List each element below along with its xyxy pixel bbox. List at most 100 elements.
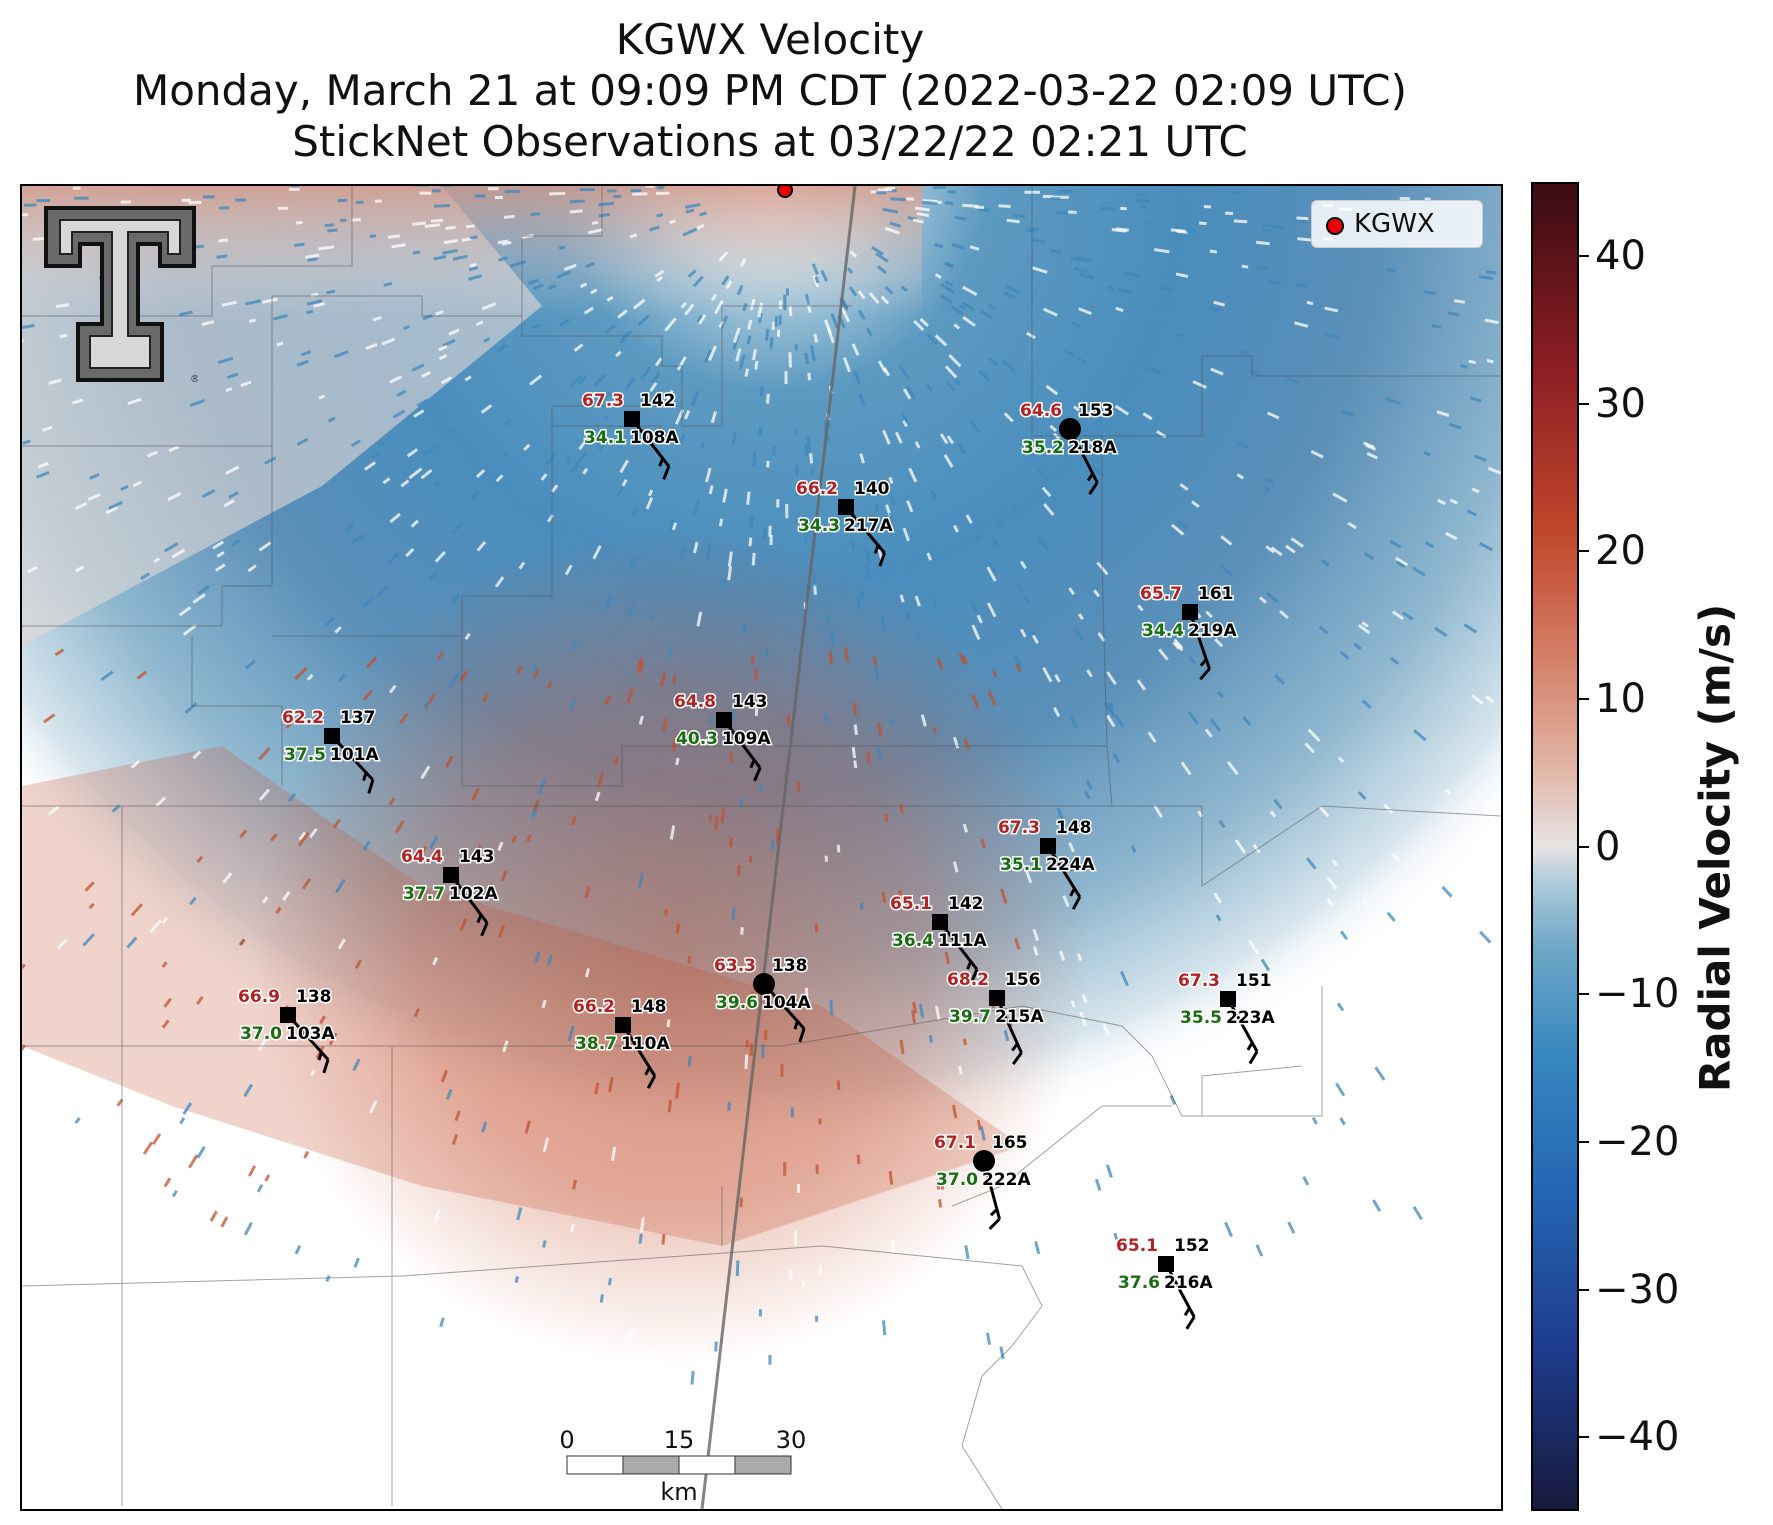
velocity-bin [1285, 544, 1296, 554]
station-id: 103A [286, 1024, 335, 1044]
velocity-bin [603, 413, 610, 421]
velocity-bin [899, 804, 904, 814]
radar-map[interactable]: 67.3 142 34.1 108A 64.6 153 35.2 218A 66.2 140 34.… [20, 184, 1503, 1511]
station-wind-direction: 137 [340, 708, 376, 728]
velocity-bin [1265, 591, 1279, 604]
velocity-bin [1203, 205, 1211, 209]
velocity-bin [632, 298, 646, 310]
velocity-bin [1304, 742, 1315, 754]
velocity-bin [1074, 266, 1088, 273]
station-217A[interactable]: 66.2 140 34.3 217A [795, 478, 895, 567]
velocity-bin [375, 585, 389, 598]
station-104A[interactable]: 63.3 138 39.6 104A [713, 955, 813, 1043]
velocity-bin [794, 344, 798, 351]
station-111A[interactable]: 65.1 142 36.4 111A [889, 893, 989, 983]
velocity-bin [549, 192, 566, 196]
velocity-bin [405, 548, 415, 558]
station-dewpoint: 38.7 [575, 1034, 617, 1054]
velocity-bin [905, 385, 917, 400]
velocity-bin [764, 328, 770, 341]
velocity-bin [970, 601, 979, 613]
velocity-bin [411, 1310, 419, 1323]
velocity-bin [659, 672, 667, 688]
velocity-bin [511, 835, 517, 844]
velocity-bin [469, 235, 478, 240]
velocity-bin [1264, 476, 1275, 485]
velocity-bin [1173, 638, 1184, 650]
velocity-bin [558, 245, 566, 250]
velocity-bin [454, 1110, 461, 1122]
velocity-bin [675, 757, 680, 766]
velocity-bin [843, 647, 849, 663]
station-id: 104A [762, 993, 811, 1013]
velocity-bin [693, 499, 701, 515]
velocity-bin [944, 365, 958, 379]
velocity-bin [1023, 596, 1031, 606]
velocity-bin [748, 855, 753, 863]
velocity-bin [1357, 624, 1371, 635]
velocity-bin [708, 714, 713, 724]
station-101A[interactable]: 62.2 137 37.5 101A [281, 707, 381, 794]
velocity-bin [935, 1179, 941, 1190]
velocity-bin [429, 570, 439, 581]
velocity-bin [770, 839, 775, 850]
velocity-bin [749, 298, 756, 311]
velocity-bin [946, 435, 955, 445]
velocity-bin [692, 275, 704, 288]
velocity-bin [905, 610, 911, 621]
velocity-bin [836, 844, 841, 853]
station-108A[interactable]: 67.3 142 34.1 108A [581, 390, 681, 480]
velocity-bin [758, 1309, 762, 1317]
velocity-bin [824, 855, 828, 862]
velocity-bin [873, 666, 880, 682]
station-218A[interactable]: 64.6 153 35.2 218A [1019, 400, 1119, 496]
station-223A[interactable]: 67.3 151 35.5 223A [1177, 970, 1277, 1065]
velocity-bin [958, 652, 966, 665]
velocity-bin [1463, 623, 1478, 634]
velocity-bin [811, 468, 815, 475]
velocity-speckle [22, 186, 1501, 1389]
velocity-bin [758, 427, 763, 438]
station-215A[interactable]: 68.2 156 39.7 215A [946, 969, 1046, 1065]
station-110A[interactable]: 66.2 148 38.7 110A [572, 996, 672, 1089]
velocity-bin [877, 188, 892, 192]
velocity-bin [516, 1207, 523, 1221]
velocity-bin [569, 199, 585, 204]
velocity-bin [1068, 587, 1076, 595]
velocity-bin [406, 448, 419, 458]
station-wind-direction: 142 [640, 391, 676, 411]
scale-bar: 0 15 30 km [559, 1426, 806, 1506]
velocity-bin [1208, 306, 1220, 313]
velocity-bin [351, 533, 365, 545]
velocity-bin [761, 1043, 765, 1058]
station-219A[interactable]: 65.7 161 34.4 219A [1139, 583, 1239, 681]
velocity-bin [826, 325, 832, 335]
velocity-bin [934, 273, 942, 279]
station-222A[interactable]: 67.1 165 37.0 222A [933, 1132, 1033, 1230]
velocity-bin [802, 1280, 806, 1288]
velocity-bin [669, 825, 676, 840]
radar-site-legend-marker [1326, 217, 1344, 235]
velocity-bin [980, 838, 986, 849]
velocity-bin [381, 337, 396, 346]
velocity-bin [669, 519, 676, 531]
station-216A[interactable]: 65.1 152 37.6 216A [1115, 1235, 1215, 1330]
radar-site-marker[interactable] [777, 186, 793, 198]
station-109A[interactable]: 64.8 143 40.3 109A [673, 691, 773, 782]
velocity-bin [846, 267, 854, 274]
velocity-bin [192, 750, 202, 760]
station-102A[interactable]: 64.4 143 37.7 102A [400, 846, 500, 937]
velocity-bin [1236, 440, 1249, 450]
velocity-bin [567, 1025, 575, 1042]
station-224A[interactable]: 67.3 148 35.1 224A [997, 817, 1097, 910]
station-103A[interactable]: 66.9 138 37.0 103A [237, 986, 337, 1074]
velocity-bin [1012, 506, 1019, 514]
velocity-bin [22, 1044, 27, 1058]
velocity-bin [636, 656, 644, 671]
velocity-bin [766, 393, 770, 404]
velocity-bin [776, 499, 780, 508]
velocity-bin [289, 187, 300, 191]
velocity-bin [1142, 412, 1153, 421]
station-temperature: 65.1 [1116, 1236, 1158, 1256]
velocity-bin [948, 353, 962, 368]
